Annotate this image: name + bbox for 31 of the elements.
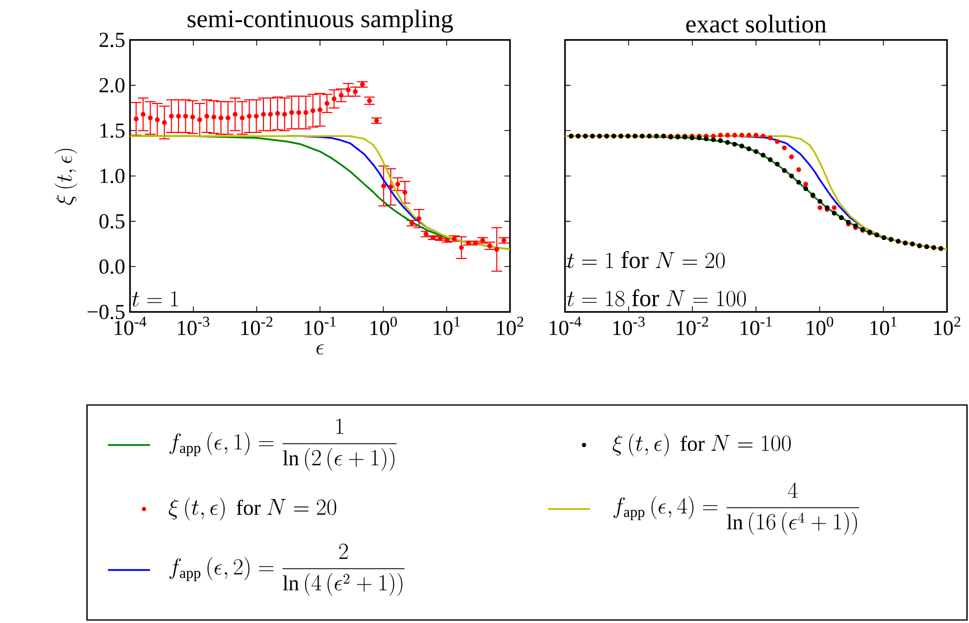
legend-label: $f_{\mathrm{app}}\left(\epsilon,4\right)=\frac{4}{\ln\left(16\left(\epsilon^{4}+1\right)\right)}$ — [613, 482, 860, 536]
x-tick-label: 10$^{-1}$ — [740, 316, 772, 336]
x-tick-label: 10$^{-3}$ — [613, 316, 645, 336]
legend-label: $f_{\mathrm{app}}\left(\epsilon,2\right)=\frac{2}{\ln\left(4\left(\epsilon^{2}+1\right)\right)}$ — [169, 544, 404, 596]
x-tick-label: 10$^{0}$ — [806, 316, 834, 336]
x-tick-label: 10$^{0}$ — [370, 316, 397, 336]
chart-title: exact solution — [686, 14, 826, 33]
y-axis-title: $\xi\left(t,\epsilon\right)$ — [54, 148, 78, 205]
x-tick-label: 10$^{-3}$ — [178, 316, 210, 336]
annotation: $t=18\ \mathrm{for}\ N=100$ — [567, 289, 746, 306]
x-axis-title: $\epsilon$ — [316, 344, 324, 354]
y-tick-label: 0.5 — [99, 214, 124, 229]
legend-label: $f_{\mathrm{app}}\left(\epsilon,1\right)=\frac{1}{\ln\left(2\left(\epsilon+1\right)\right)}$ — [169, 418, 397, 472]
y-tick-label: 0.0 — [99, 259, 124, 274]
legend-label: $\xi\left(t,\epsilon\right)\ \mathrm{for}\ N=20$ — [168, 497, 336, 521]
y-tick-label: 2.5 — [100, 32, 124, 48]
x-tick-label: 10$^{2}$ — [934, 316, 960, 336]
annotation: $t=1\ \mathrm{for}\ N=20$ — [567, 251, 725, 268]
x-tick-label: 10$^{-2}$ — [241, 316, 272, 336]
x-tick-label: 10$^{-2}$ — [677, 316, 708, 336]
x-tick-label: 10$^{-4}$ — [550, 316, 582, 336]
annotation: $t=1$ — [132, 291, 178, 307]
y-tick-label: 1.0 — [100, 168, 124, 184]
x-tick-label: 10$^{2}$ — [497, 316, 524, 336]
legend-label: $\xi\left(t,\epsilon\right)\ \mathrm{for}\ N=100$ — [612, 433, 791, 457]
y-tick-label: 2.0 — [100, 78, 124, 93]
chart-title: semi-continuous sampling — [188, 10, 453, 33]
x-tick-label: 10$^{1}$ — [870, 316, 897, 336]
x-tick-label: 10$^{-1}$ — [304, 316, 336, 336]
x-tick-label: 10$^{1}$ — [434, 316, 460, 336]
y-tick-label: 1.5 — [100, 123, 124, 138]
